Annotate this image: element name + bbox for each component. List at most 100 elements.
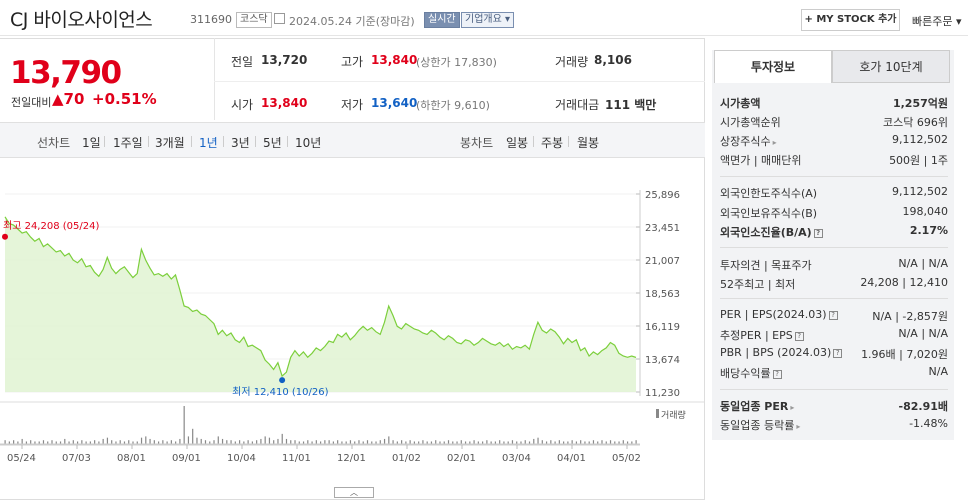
divider: [533, 136, 534, 147]
volume-bar: [601, 440, 603, 444]
info-row: 추정PER | EPS? N/A | N/A: [720, 327, 948, 345]
info-row: 상장주식수 ▸ 9,112,502: [720, 133, 948, 151]
volume-bar: [379, 440, 381, 444]
volume-bar: [68, 441, 70, 444]
volume-bar: [25, 441, 28, 444]
volume-bar: [273, 440, 275, 444]
volume-bar: [443, 441, 445, 444]
market-cap-label: 시가총액: [720, 97, 761, 110]
volume-bar: [626, 441, 629, 444]
volume-bar: [469, 441, 471, 444]
period-3m[interactable]: 3개월: [155, 136, 185, 150]
volume-bar: [311, 441, 313, 444]
pbr-label-text: PBR | BPS (2024.03): [720, 346, 832, 359]
price-line: [4, 216, 637, 378]
volume-bar: [537, 437, 539, 444]
est-per-value: N/A | N/A: [898, 327, 948, 340]
market-badge: 코스닥: [236, 12, 272, 28]
help-icon[interactable]: ?: [772, 369, 782, 379]
tab-invest-info[interactable]: 투자정보: [714, 50, 832, 83]
volume-bar: [516, 441, 518, 444]
volume-bar: [170, 440, 172, 444]
help-icon[interactable]: ?: [813, 228, 823, 238]
volume-bar: [119, 440, 121, 444]
tab-order-book[interactable]: 호가 10단계: [832, 50, 950, 83]
add-mystock-button[interactable]: + MY STOCK 추가: [801, 9, 900, 31]
help-icon[interactable]: ?: [828, 310, 838, 320]
volume-legend: 거래량: [661, 409, 686, 421]
volume-bar: [405, 441, 407, 444]
sector-per-label-text: 동일업종 PER: [720, 400, 789, 413]
help-icon[interactable]: ?: [794, 331, 804, 341]
volume-bar: [89, 441, 91, 444]
volume-bar: [226, 440, 228, 444]
quick-order-label: 빠른주문: [912, 15, 953, 28]
volume-bar: [554, 441, 556, 444]
period-1y[interactable]: 1년: [199, 136, 218, 150]
divider: [255, 136, 256, 147]
x-tick-label: 08/01: [117, 453, 146, 464]
chevron-down-icon: ▾: [505, 14, 511, 25]
volume-bar: [243, 441, 245, 444]
pbr-label: PBR | BPS (2024.03)?: [720, 346, 843, 359]
company-overview-button[interactable]: 기업개요 ▾: [461, 12, 515, 28]
info-row: 외국인보유주식수(B) 198,040: [720, 205, 948, 223]
period-3y[interactable]: 3년: [231, 136, 250, 150]
volume-bar: [426, 441, 428, 444]
low-marker: [279, 377, 286, 384]
realtime-button[interactable]: 실시간: [424, 12, 460, 28]
candle-daily[interactable]: 일봉: [506, 136, 529, 150]
volume-bar: [464, 441, 467, 444]
divider: [287, 136, 288, 147]
collapse-chart-button[interactable]: ︿: [334, 487, 374, 498]
foreign-limit-value: 9,112,502: [892, 185, 948, 198]
candle-monthly[interactable]: 월봉: [577, 136, 600, 150]
volume-bar: [162, 440, 164, 444]
volume-bar: [358, 440, 360, 444]
volume-bar: [166, 441, 168, 444]
volume-bar: [115, 441, 117, 444]
volume-bar: [418, 441, 420, 444]
candle-weekly[interactable]: 주봉: [541, 136, 564, 150]
divider: [214, 81, 705, 82]
volume-label: 거래량: [555, 55, 589, 69]
period-10y[interactable]: 10년: [295, 136, 322, 150]
volume-bar: [371, 441, 373, 444]
volume-bar: [72, 440, 74, 444]
volume-bar: [345, 441, 347, 444]
volume-bar: [30, 440, 32, 444]
volume-bar: [157, 441, 160, 444]
shares-value: 9,112,502: [892, 133, 948, 146]
period-5y[interactable]: 5년: [263, 136, 282, 150]
volume-bar: [85, 441, 87, 444]
quick-order-button[interactable]: 빠른주문 ▾: [912, 13, 962, 29]
volume-bar: [192, 428, 194, 444]
period-1w[interactable]: 1주일: [113, 136, 143, 150]
volume-bar: [132, 441, 134, 444]
opinion-value: N/A | N/A: [898, 257, 948, 270]
info-row: 동일업종 PER ▸ -82.91배: [720, 398, 948, 416]
week52-value: 24,208 | 12,410: [860, 276, 948, 289]
volume-bar: [200, 438, 202, 444]
volume-bar: [341, 441, 343, 444]
volume-bar: [430, 441, 433, 444]
volume-bar: [315, 440, 317, 444]
help-icon[interactable]: ?: [833, 348, 843, 358]
per-label: PER | EPS(2024.03)?: [720, 308, 838, 321]
triangle-icon: ▸: [796, 422, 801, 431]
volume-bar: [277, 438, 279, 444]
volume-bar: [580, 440, 582, 444]
volume-bar: [614, 441, 616, 444]
volume-bar: [64, 438, 66, 444]
est-per-label: 추정PER | EPS?: [720, 327, 804, 343]
volume-bar: [123, 441, 126, 444]
volume-bar: [597, 441, 599, 444]
period-1d[interactable]: 1일: [82, 136, 101, 150]
divider: [104, 136, 105, 147]
volume-bar: [422, 440, 424, 444]
volume-bar: [499, 440, 501, 444]
price-chart[interactable]: 25,896 23,451 21,007 18,563 16,119 13,674 11,2…: [0, 158, 705, 488]
calendar-icon: [274, 13, 285, 24]
dividend-label-text: 배당수익률: [720, 367, 771, 380]
volume-bar: [13, 440, 15, 444]
